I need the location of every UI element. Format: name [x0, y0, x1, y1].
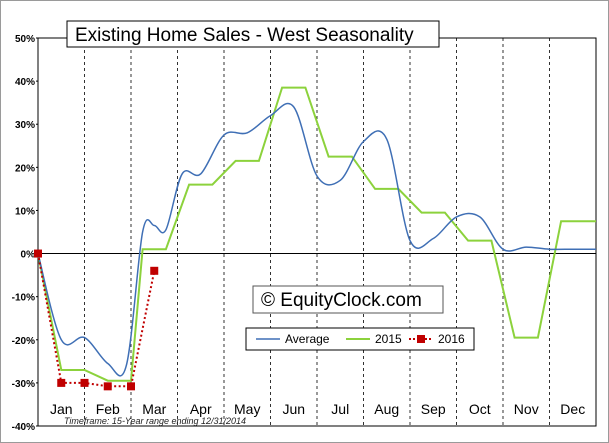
data-point-2016 — [103, 382, 112, 391]
month-label-oct: Oct — [469, 401, 491, 417]
y-tick-label: 40% — [15, 77, 35, 88]
x-axis-months: Jan Feb Mar Apr May Jun Jul Aug Sep Oct Nov Dec — [50, 401, 585, 417]
month-label-mar: Mar — [142, 401, 166, 417]
month-label-jul: Jul — [331, 401, 349, 417]
y-tick-label: 50% — [15, 34, 35, 45]
series-line-average — [37, 102, 596, 377]
month-label-feb: Feb — [96, 401, 120, 417]
month-label-apr: Apr — [190, 401, 212, 417]
y-tick-label: 30% — [15, 120, 35, 131]
footnote: Timeframe: 15-Year range ending 12/31/20… — [64, 416, 246, 426]
month-label-nov: Nov — [514, 401, 539, 417]
series-line-2016 — [37, 253, 156, 388]
grid-lines — [38, 38, 596, 426]
y-tick-label: -30% — [12, 379, 35, 390]
chart-title: Existing Home Sales - West Seasonality — [75, 25, 414, 46]
legend-label-2015: 2015 — [375, 332, 402, 346]
y-tick-label: -10% — [12, 293, 35, 304]
legend-marker-2016 — [417, 335, 425, 343]
y-tick-label: -40% — [12, 422, 35, 433]
data-point-2016 — [57, 378, 66, 387]
data-point-2016 — [127, 382, 135, 391]
series-layer — [34, 86, 596, 391]
title-box: Existing Home Sales - West Seasonality — [66, 20, 440, 48]
month-label-jan: Jan — [50, 401, 73, 417]
data-point-2016 — [80, 378, 89, 387]
watermark-text: © EquityClock.com — [261, 290, 422, 311]
y-tick-label: 0% — [21, 250, 36, 261]
watermark-box: © EquityClock.com — [252, 285, 444, 314]
legend-label-average: Average — [285, 332, 330, 346]
y-tick-label: 20% — [15, 163, 35, 174]
y-tick-label: 10% — [15, 206, 35, 217]
month-label-jun: Jun — [282, 401, 305, 417]
month-label-may: May — [234, 401, 260, 417]
data-point-2016 — [34, 249, 42, 258]
month-label-aug: Aug — [374, 401, 399, 417]
data-point-2016 — [150, 266, 159, 275]
month-label-dec: Dec — [560, 401, 585, 417]
month-label-sep: Sep — [421, 401, 446, 417]
legend-label-2016: 2016 — [438, 332, 465, 346]
y-tick-label: -20% — [12, 336, 35, 347]
series-line-2015 — [37, 86, 596, 382]
y-axis-ticks: 50% 40% 30% 20% 10% 0% -10% -20% -30% -40% — [12, 34, 38, 433]
legend: Average 2015 2016 — [245, 327, 475, 351]
